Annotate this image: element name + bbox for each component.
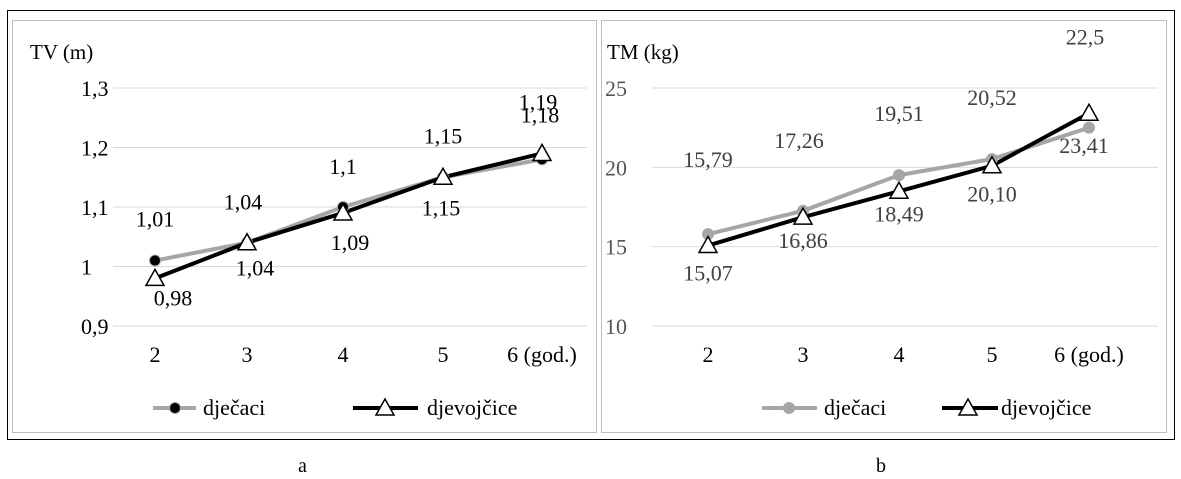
x-tick-label: 4 [338, 342, 349, 367]
point-girls [697, 235, 719, 254]
chart-title: TV (m) [30, 40, 93, 64]
weight-chart-svg: TM (kg) 10 15 20 25 2 3 4 5 6 (god.) 15,79 17,26 19,… [605, 25, 1158, 420]
point-girls [332, 202, 354, 221]
caption-b: b [876, 455, 886, 477]
x-tick-label: 5 [438, 342, 449, 367]
chart-title: TM (kg) [607, 40, 679, 64]
data-label-girls: 1,15 [422, 195, 461, 220]
caption-a: a [298, 455, 307, 477]
point-girls [792, 206, 814, 225]
y-tick-label: 1,1 [81, 195, 109, 220]
legend-label-girls: djevojčice [1001, 395, 1091, 420]
data-label-boys: 15,79 [683, 147, 733, 172]
y-tick-label: 10 [605, 314, 627, 339]
point-girls [1078, 102, 1100, 121]
x-tick-label: 2 [703, 342, 714, 367]
data-label-girls: 1,19 [519, 89, 558, 114]
data-label-boys: 22,5 [1066, 25, 1105, 50]
data-label-boys: 1,15 [424, 123, 463, 148]
x-tick-label: 3 [242, 342, 253, 367]
x-tick-label: 2 [150, 342, 161, 367]
y-tick-label: 1,3 [81, 76, 109, 101]
x-tick-label: 6 (god.) [1054, 342, 1124, 367]
x-tick-label: 3 [798, 342, 809, 367]
x-tick-label: 5 [987, 342, 998, 367]
data-label-boys: 1,01 [136, 207, 175, 232]
legend-label-boys: dječaci [203, 395, 265, 420]
y-tick-label: 0,9 [81, 314, 109, 339]
data-label-girls: 18,49 [874, 201, 924, 226]
chart-panel-weight: TM (kg) 10 15 20 25 2 3 4 5 6 (god.) 15,79 17,26 19,… [601, 20, 1167, 433]
data-label-boys: 20,52 [967, 85, 1017, 110]
point-girls [531, 142, 553, 162]
data-label-boys: 1,18 [521, 102, 560, 127]
data-label-girls: 20,10 [967, 182, 1017, 207]
data-label-girls: 1,09 [331, 230, 370, 255]
data-label-girls: 15,07 [683, 261, 733, 286]
data-label-boys: 17,26 [774, 128, 824, 153]
legend-marker-boys [169, 402, 181, 414]
y-tick-label: 25 [605, 76, 627, 101]
y-tick-label: 1 [81, 255, 92, 280]
legend-label-boys: dječaci [824, 395, 886, 420]
x-tick-label: 4 [894, 342, 905, 367]
chart-panel-height: TV (m) 0,9 1 1,1 1,2 1,3 2 3 4 5 6 (god.) 1,01 1,04 1… [12, 20, 597, 433]
legend-marker-boys [783, 402, 795, 414]
point-girls [236, 232, 258, 251]
data-label-girls: 23,41 [1059, 133, 1109, 158]
legend-marker-girls [374, 397, 396, 416]
point-girls [981, 155, 1003, 174]
data-label-boys: 1,04 [224, 190, 263, 215]
y-tick-label: 15 [605, 235, 627, 260]
point-boys [893, 169, 905, 182]
legend-label-girls: djevojčice [427, 395, 517, 420]
point-boys [149, 254, 161, 267]
figure-frame [7, 10, 1175, 440]
data-label-boys: 1,1 [329, 154, 357, 179]
point-boys [1083, 121, 1095, 134]
x-tick-label: 6 (god.) [507, 342, 577, 367]
point-girls [144, 267, 166, 287]
y-tick-label: 1,2 [81, 136, 109, 161]
height-chart-svg: TV (m) 0,9 1 1,1 1,2 1,3 2 3 4 5 6 (god.) 1,01 1,04 1… [30, 40, 587, 420]
data-label-girls: 0,98 [154, 285, 193, 310]
data-label-girls: 1,04 [236, 256, 275, 281]
y-tick-label: 20 [605, 155, 627, 180]
legend-marker-girls [957, 397, 979, 416]
point-girls [888, 180, 910, 200]
data-label-girls: 16,86 [778, 228, 828, 253]
point-girls [432, 166, 454, 185]
data-label-boys: 19,51 [874, 101, 924, 126]
